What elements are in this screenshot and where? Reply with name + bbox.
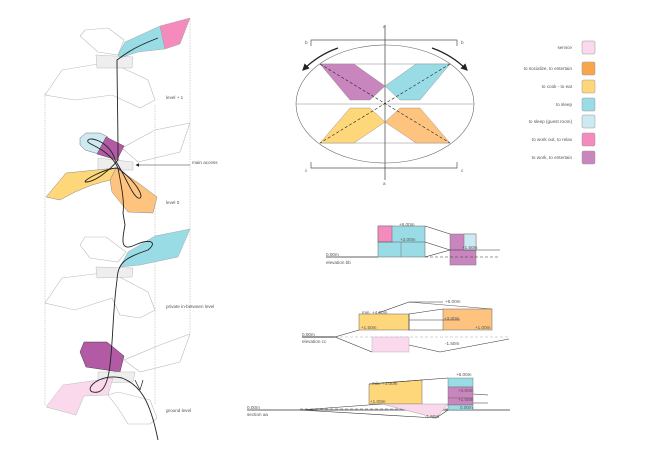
cc-left-level: +1.50m xyxy=(361,325,377,330)
label-level-0: level 0 xyxy=(166,200,180,205)
legend-swatch xyxy=(581,79,596,94)
section-marker-b-right: b xyxy=(461,40,464,45)
plan-sleep-zone xyxy=(384,63,451,101)
cc-ground-level: 0.00m xyxy=(302,332,315,337)
legend-label: service xyxy=(557,45,572,50)
cc-min-level: min. +4.00m xyxy=(362,310,388,315)
label-private-level: private in-between level xyxy=(166,304,214,309)
elevation-cc: min. +4.00m +6.00m +3.00m +1.50m +1.00m … xyxy=(302,299,510,353)
bb-title: elevation bb xyxy=(326,260,351,265)
level-0-plan xyxy=(45,122,191,214)
legend-swatch xyxy=(581,132,596,147)
plan-cook-zone xyxy=(319,107,386,144)
plan-work-zone xyxy=(319,63,386,101)
cc-low-level: -1.50m xyxy=(445,341,459,346)
bb-right-level: +1.50m xyxy=(462,245,478,250)
legend-label: to work out, to relax xyxy=(532,137,573,142)
bb-top-level: +6.00m xyxy=(399,222,415,227)
legend-label: to sleep (guest room) xyxy=(529,119,573,124)
aa-left-level: +1.00m xyxy=(370,399,386,404)
aa-top-level: +6.00m xyxy=(456,372,472,377)
aa-zero-level: 0.00m xyxy=(460,405,473,410)
plan-view: a a b b c c xyxy=(295,24,475,186)
rotate-right-arrow-icon xyxy=(431,47,468,71)
aa-one-level: +1.00m xyxy=(458,397,474,402)
bb-ground-level: 0.00m xyxy=(326,252,339,257)
legend-swatch xyxy=(581,97,596,112)
circulation-path xyxy=(84,37,159,441)
entry-arrow-icon xyxy=(134,379,144,391)
aa-ground-level: 0.00m xyxy=(247,405,260,410)
legend-label: to work, to entertain xyxy=(532,155,573,160)
label-ground-level: ground level xyxy=(166,408,191,413)
section-marker-b-left: b xyxy=(305,40,308,45)
cc-mid-level: +3.00m xyxy=(444,316,460,321)
private-level-plan xyxy=(44,228,191,319)
aa-low-level: -1.50m xyxy=(425,414,439,419)
section-marker-c-right: c xyxy=(461,168,464,173)
cc-top-level: +6.00m xyxy=(445,299,461,304)
aa-title: section aa xyxy=(247,412,268,417)
label-main-access: main access xyxy=(192,160,218,165)
aa-min-level: min. +4.00m xyxy=(372,381,398,386)
legend-swatch xyxy=(581,114,596,129)
label-level-plus1: level + 1 xyxy=(166,95,184,100)
section-marker-a-bottom: a xyxy=(383,181,386,186)
section-marker-a-top: a xyxy=(383,24,386,29)
aa-mid-level: +3.00m xyxy=(458,388,474,393)
bb-mid-level: +3.00m xyxy=(400,237,416,242)
legend-label: to socialize, to entertain xyxy=(524,66,573,71)
elevation-bb: +6.00m +3.00m +1.50m 0.00m elevation bb xyxy=(326,222,500,266)
legend-label: to sleep xyxy=(556,102,573,107)
level-plus1-plan xyxy=(44,17,191,109)
cc-right-level: +1.00m xyxy=(475,325,491,330)
rotate-left-arrow-icon xyxy=(302,47,339,71)
legend-swatch xyxy=(581,40,596,55)
level-stack: level + 1 main access level 0 private in… xyxy=(44,17,218,441)
legend-label: to cook - to eat xyxy=(542,84,573,89)
cc-title: elevation cc xyxy=(302,339,327,344)
legend: service to socialize, to entertain to cook… xyxy=(524,40,596,165)
plan-socialize-zone xyxy=(384,107,451,144)
section-aa: min. +4.00m +6.00m +3.00m +1.00m +1.00m … xyxy=(247,372,510,419)
legend-swatch xyxy=(581,150,596,165)
legend-swatch xyxy=(581,61,596,76)
ground-level-plan xyxy=(45,333,191,425)
section-marker-c-left: c xyxy=(305,168,308,173)
